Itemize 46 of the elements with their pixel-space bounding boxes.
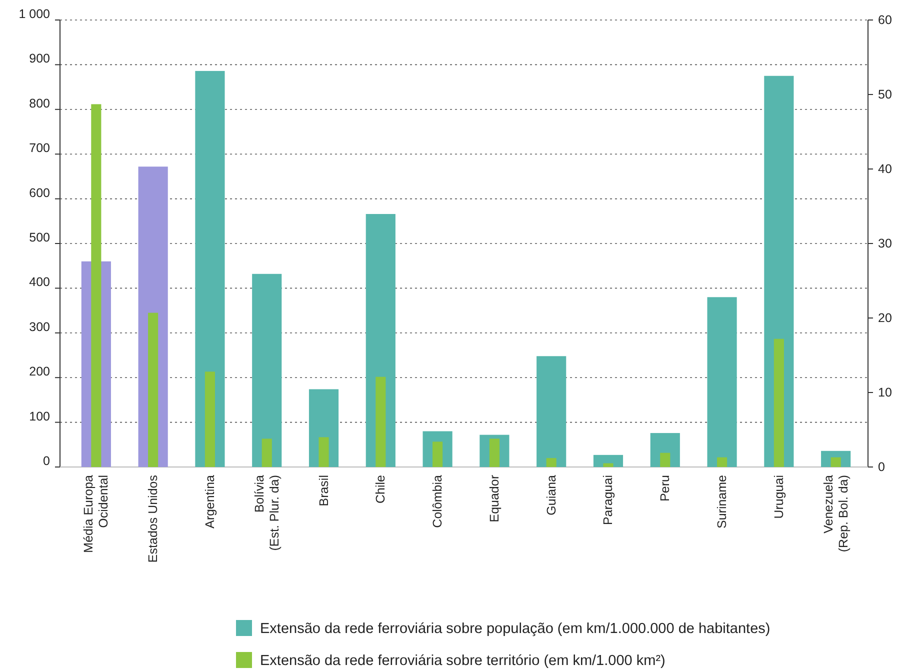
y2-tick-label: 30 — [878, 236, 892, 250]
y2-tick-label: 60 — [878, 13, 892, 27]
y2-tick-label: 50 — [878, 88, 892, 102]
bar — [830, 457, 841, 467]
x-tick-label: Colômbia — [430, 474, 445, 528]
bar — [660, 452, 670, 467]
legend-label: Extensão da rede ferroviária sobre população (em km/1.000.000 de habitantes) — [260, 621, 770, 637]
y2-tick-label: 0 — [878, 460, 885, 474]
y-tick-label: 700 — [29, 141, 50, 156]
x-tick-label: Peru — [658, 474, 672, 502]
y-tick-label: 0 — [43, 454, 50, 468]
bar — [318, 437, 329, 467]
y2-tick-label: 40 — [878, 162, 892, 176]
y-tick-label: 500 — [29, 230, 50, 244]
x-tick-label: Argentina — [202, 474, 217, 529]
bar — [546, 458, 556, 467]
x-tick-label: Venezuela (Rep. Bol. da) — [821, 474, 850, 552]
bar — [204, 372, 215, 467]
bar — [432, 442, 443, 467]
y2-tick-label: 10 — [878, 386, 892, 400]
y-tick-label: 300 — [29, 320, 50, 334]
x-tick-label: Chile — [374, 474, 388, 504]
bar — [376, 376, 386, 467]
x-tick-label: Bolívia (Est. Plur. da) — [252, 474, 282, 551]
y2-tick-label: 20 — [878, 311, 892, 325]
x-tick-label: Paraguai — [601, 475, 616, 526]
x-tick-label: Uruguai — [772, 475, 786, 519]
x-tick-label: Equador — [487, 475, 502, 522]
bar — [603, 463, 614, 467]
y-tick-label: 400 — [29, 275, 50, 290]
y-tick-label: 900 — [29, 52, 50, 66]
y-tick-label: 1 000 — [18, 7, 50, 21]
bar — [262, 438, 272, 467]
legend-label: Extensão da rede ferroviária sobre território (em km/1.000 km²) — [260, 653, 666, 669]
x-tick-label: Guiana — [544, 474, 558, 516]
bar — [717, 457, 728, 467]
bar — [148, 312, 158, 467]
x-tick-label: Suriname — [715, 474, 730, 528]
x-tick-label: Estados Unidos — [146, 475, 160, 563]
bar — [774, 338, 784, 467]
y-tick-label: 100 — [29, 409, 50, 424]
y-tick-label: 600 — [29, 186, 50, 200]
x-tick-label: Média Europa Ocidental — [82, 474, 111, 553]
y-tick-label: 800 — [29, 96, 50, 110]
y-tick-label: 200 — [29, 364, 50, 379]
x-tick-label: Brasil — [316, 475, 331, 506]
